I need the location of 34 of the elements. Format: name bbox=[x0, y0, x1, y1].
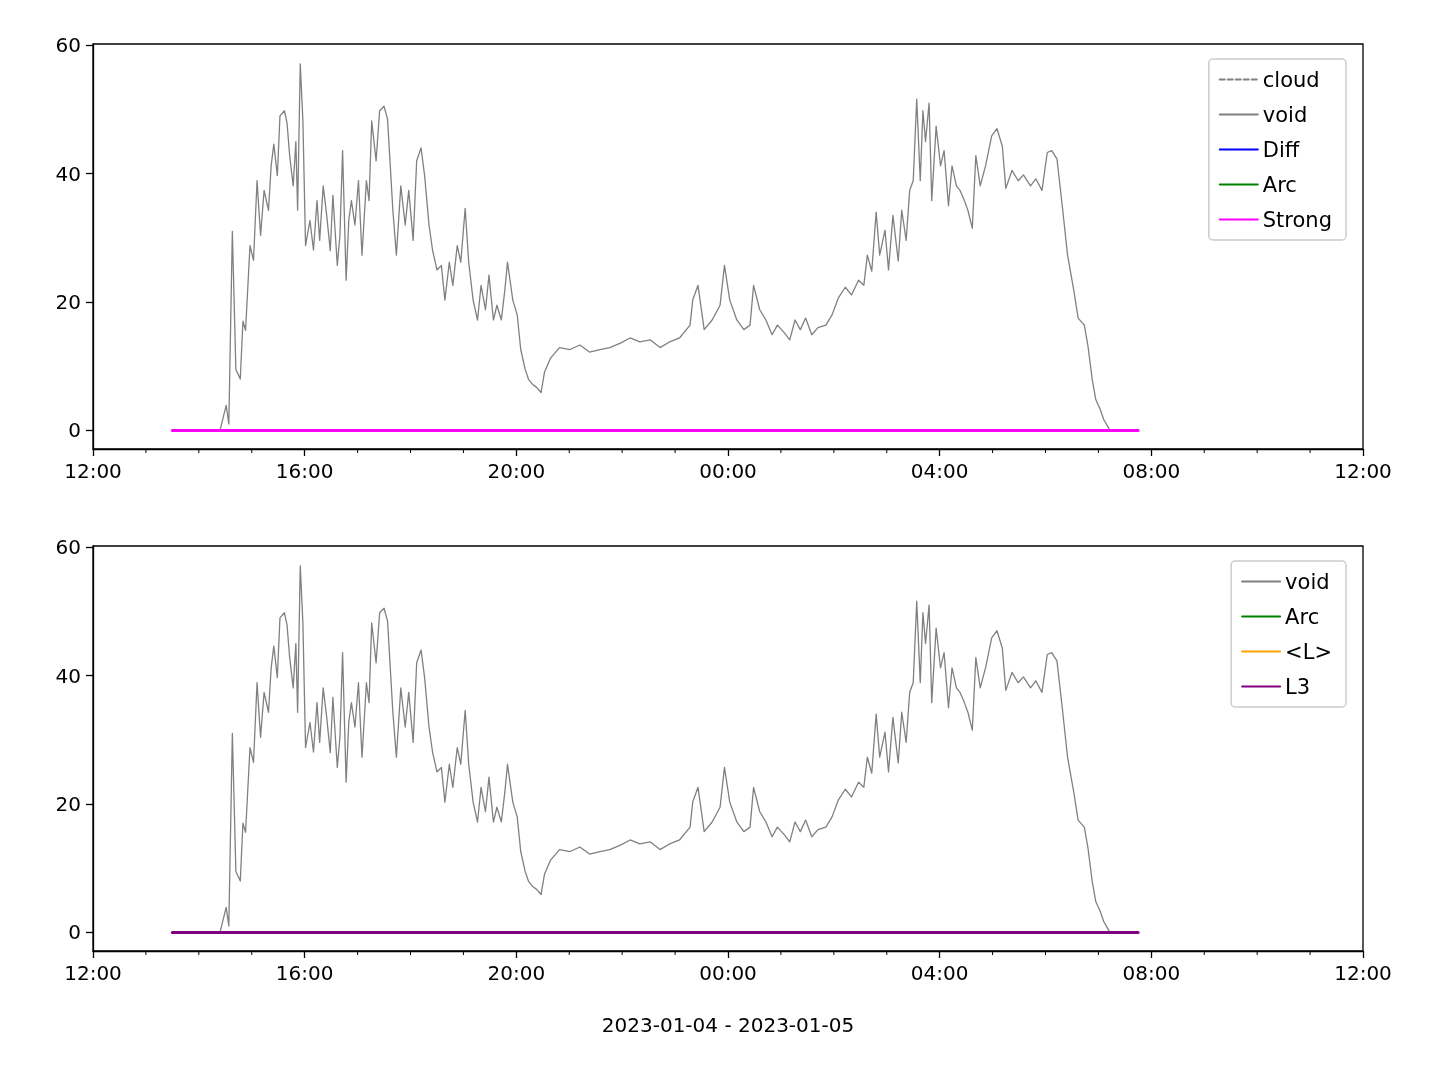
y-tick-label: 60 bbox=[55, 33, 81, 58]
y-tick-label: 0 bbox=[68, 920, 81, 945]
y-tick-label: 0 bbox=[68, 418, 81, 443]
legend-label: L3 bbox=[1285, 674, 1311, 699]
x-tick-label: 20:00 bbox=[487, 459, 546, 483]
line-series bbox=[219, 565, 1111, 934]
x-tick-label: 04:00 bbox=[910, 459, 969, 483]
x-tick-label: 12:00 bbox=[1334, 459, 1392, 483]
legend-label: <L> bbox=[1285, 639, 1333, 664]
y-tick-label: 40 bbox=[55, 663, 81, 688]
x-axis-title: 2023-01-04 - 2023-01-05 bbox=[601, 1013, 855, 1037]
y-tick-label: 20 bbox=[55, 290, 81, 315]
x-tick-label: 20:00 bbox=[487, 961, 546, 985]
x-tick-label: 08:00 bbox=[1122, 961, 1181, 985]
line-series bbox=[219, 63, 1111, 432]
x-tick-label: 16:00 bbox=[275, 961, 334, 985]
legend-label: Arc bbox=[1285, 604, 1320, 629]
y-tick-label: 40 bbox=[55, 161, 81, 186]
legend-label: void bbox=[1285, 569, 1330, 594]
x-tick-label: 12:00 bbox=[64, 459, 122, 483]
y-tick-label: 20 bbox=[55, 792, 81, 817]
x-tick-label: 12:00 bbox=[64, 961, 122, 985]
legend-label: Arc bbox=[1262, 172, 1297, 197]
legend-label: Strong bbox=[1262, 207, 1333, 232]
x-tick-label: 00:00 bbox=[699, 459, 757, 483]
x-tick-label: 12:00 bbox=[1334, 961, 1392, 985]
legend-label: cloud bbox=[1262, 67, 1320, 92]
legend-label: void bbox=[1262, 102, 1308, 127]
x-tick-label: 00:00 bbox=[699, 961, 757, 985]
x-tick-label: 08:00 bbox=[1122, 459, 1181, 483]
x-tick-label: 04:00 bbox=[910, 961, 969, 985]
x-tick-label: 16:00 bbox=[275, 459, 334, 483]
legend-label: Diff bbox=[1262, 137, 1300, 162]
y-tick-label: 60 bbox=[55, 535, 81, 560]
